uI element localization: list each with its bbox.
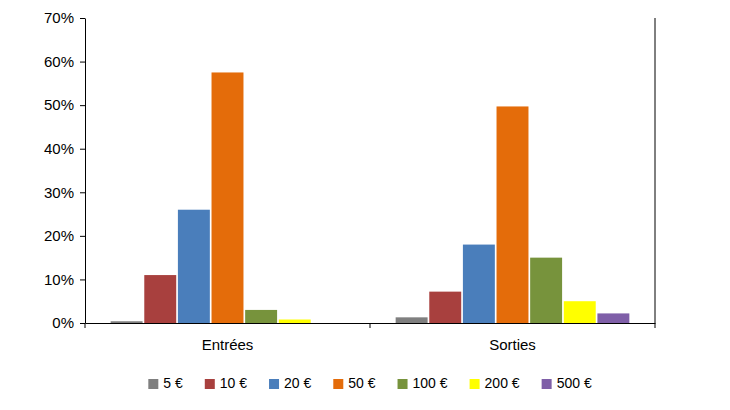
legend-label: 5 € — [163, 375, 183, 391]
bar — [564, 301, 596, 323]
bar — [312, 323, 344, 324]
bar — [279, 320, 311, 323]
bar — [144, 275, 176, 323]
x-separators — [85, 323, 655, 328]
legend-swatch — [470, 379, 480, 389]
y-tick-mark — [80, 279, 85, 280]
bar-series — [597, 313, 629, 323]
y-tick-label: 0% — [52, 314, 74, 331]
bar — [463, 245, 495, 323]
legend-item: 5 € — [148, 375, 183, 391]
y-tick-label: 20% — [44, 227, 74, 244]
x-separator — [370, 323, 371, 328]
legend-item: 10 € — [205, 375, 247, 391]
y-tick-label: 50% — [44, 96, 74, 113]
plot: 0% 10% 20% 30% 40% 50% 60% 70% Entrées Sorties — [44, 9, 656, 353]
legend-item: 200 € — [470, 375, 520, 391]
y-tick-label: 40% — [44, 140, 74, 157]
y-tick: 50% — [44, 96, 85, 113]
bar — [530, 258, 562, 323]
y-tick-mark — [80, 105, 85, 106]
x-separator — [85, 323, 86, 328]
y-tick-label: 10% — [44, 271, 74, 288]
y-tick: 30% — [44, 184, 85, 201]
x-tick: Sorties — [489, 323, 536, 353]
y-tick-mark — [80, 62, 85, 63]
y-tick: 70% — [44, 9, 85, 26]
x-tick: Entrées — [202, 323, 254, 353]
x-separator — [655, 323, 656, 328]
legend-label: 200 € — [485, 375, 520, 391]
legend-swatch — [542, 379, 552, 389]
y-axis-line — [85, 19, 86, 324]
legend-item: 50 € — [333, 375, 375, 391]
legend-item: 100 € — [398, 375, 448, 391]
legend-swatch — [269, 379, 279, 389]
bar — [396, 317, 428, 323]
y-tick-mark — [80, 18, 85, 19]
legend-swatch — [148, 379, 158, 389]
y-tick-mark — [80, 323, 85, 324]
legend-item: 500 € — [542, 375, 592, 391]
y-tick-label: 70% — [44, 9, 74, 26]
y-axis: 0% 10% 20% 30% 40% 50% 60% 70% — [44, 9, 86, 331]
y-tick-mark — [80, 192, 85, 193]
x-tick-label: Sorties — [489, 336, 536, 353]
chart: 0% 10% 20% 30% 40% 50% 60% 70% Entrées Sorties 5 €… — [0, 0, 730, 410]
x-tick-label: Entrées — [202, 336, 254, 353]
legend-label: 500 € — [557, 375, 592, 391]
bar-series — [279, 301, 596, 323]
legend: 5 € 10 € 20 € 50 € 100 € 200 € 500 € — [148, 375, 592, 391]
bar — [497, 106, 529, 323]
y-tick-mark — [80, 149, 85, 150]
legend-swatch — [398, 379, 408, 389]
x-axis: Entrées Sorties — [86, 323, 656, 353]
legend-swatch — [333, 379, 343, 389]
plot-frame — [655, 18, 656, 323]
y-tick-mark — [80, 236, 85, 237]
y-tick: 10% — [44, 271, 85, 288]
bar — [245, 310, 277, 323]
bar — [178, 210, 210, 323]
y-tick: 20% — [44, 227, 85, 244]
legend-item: 20 € — [269, 375, 311, 391]
legend-swatch — [205, 379, 215, 389]
bar — [111, 321, 143, 323]
legend-label: 100 € — [413, 375, 448, 391]
bar — [212, 72, 244, 323]
y-tick: 40% — [44, 140, 85, 157]
legend-label: 20 € — [284, 375, 311, 391]
legend-label: 50 € — [348, 375, 375, 391]
y-tick: 0% — [52, 314, 85, 331]
bar-series — [245, 258, 562, 323]
y-tick-label: 60% — [44, 53, 74, 70]
bars — [111, 72, 630, 323]
y-tick-label: 30% — [44, 184, 74, 201]
y-tick: 60% — [44, 53, 85, 70]
bar-series — [212, 72, 529, 323]
legend-label: 10 € — [220, 375, 247, 391]
bar — [429, 292, 461, 323]
bar — [597, 313, 629, 323]
